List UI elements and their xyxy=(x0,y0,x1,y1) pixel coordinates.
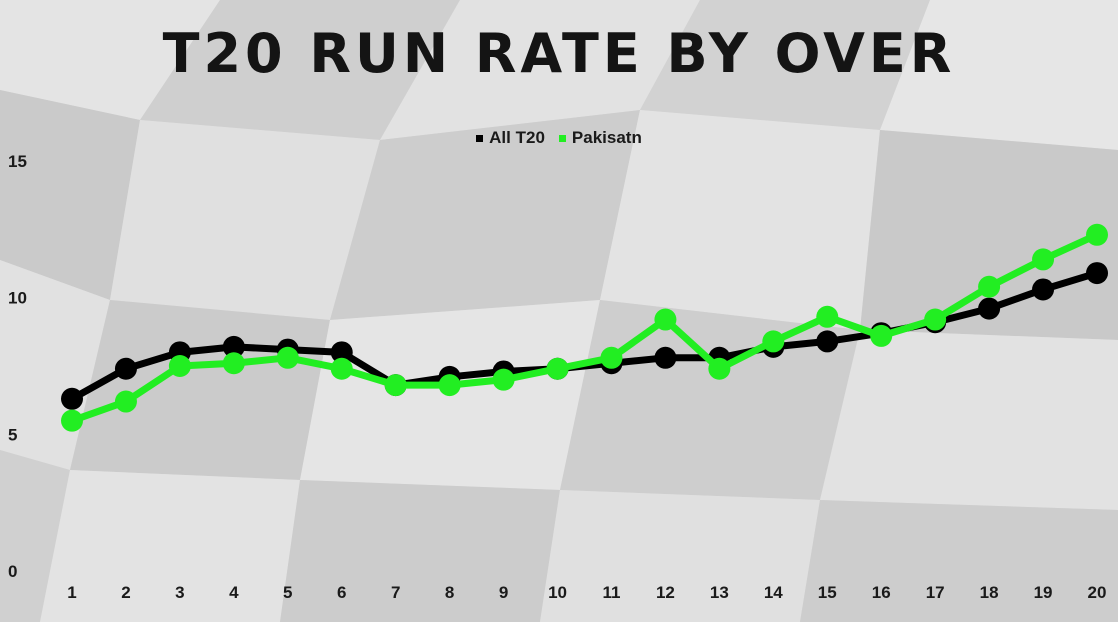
data-point-pakisatn xyxy=(600,346,623,369)
legend-label-pakisatn: Pakisatn xyxy=(571,128,642,147)
data-point-all-t20 xyxy=(654,346,677,369)
data-point-pakisatn xyxy=(762,330,785,353)
data-point-all-t20 xyxy=(816,330,839,353)
x-tick-label: 4 xyxy=(229,583,239,602)
legend-item-pakisatn: Pakisatn xyxy=(558,128,642,148)
data-point-all-t20 xyxy=(330,341,353,364)
x-tick-label: 19 xyxy=(1034,583,1053,602)
data-point-all-t20 xyxy=(978,297,1001,320)
data-point-pakisatn xyxy=(924,308,947,331)
x-tick-label: 18 xyxy=(980,583,999,602)
data-point-pakisatn xyxy=(438,374,461,397)
x-tick-label: 10 xyxy=(548,583,567,602)
data-point-pakisatn xyxy=(870,324,893,347)
legend-swatch-pakisatn xyxy=(558,134,566,142)
series-line-all-t20 xyxy=(68,269,1101,403)
x-tick-label: 1 xyxy=(67,583,76,602)
y-tick-label: 15 xyxy=(8,152,27,171)
x-tick-label: 8 xyxy=(445,583,454,602)
data-point-pakisatn xyxy=(384,374,407,397)
data-point-pakisatn xyxy=(61,409,83,432)
data-point-pakisatn xyxy=(978,275,1001,298)
x-tick-label: 12 xyxy=(656,583,675,602)
x-tick-label: 6 xyxy=(337,583,346,602)
legend: All T20 Pakisatn xyxy=(0,128,1118,148)
y-tick-label: 5 xyxy=(8,425,17,444)
data-point-pakisatn xyxy=(654,308,677,331)
data-point-pakisatn xyxy=(708,357,731,380)
data-point-pakisatn xyxy=(168,355,191,377)
data-point-all-t20 xyxy=(1032,278,1055,301)
data-point-pakisatn xyxy=(1086,223,1108,246)
x-tick-label: 20 xyxy=(1088,583,1107,602)
data-point-pakisatn xyxy=(114,390,137,413)
x-tick-label: 13 xyxy=(710,583,729,602)
chart-title: T20 RUN RATE BY OVER xyxy=(162,22,956,85)
data-point-pakisatn xyxy=(330,357,353,380)
x-tick-label: 17 xyxy=(926,583,945,602)
data-point-all-t20 xyxy=(222,335,245,358)
legend-label-all-t20: All T20 xyxy=(489,128,545,147)
legend-swatch-all-t20 xyxy=(476,134,484,142)
data-point-pakisatn xyxy=(816,305,839,328)
x-tick-label: 7 xyxy=(391,583,400,602)
x-tick-label: 14 xyxy=(764,583,783,602)
data-point-all-t20 xyxy=(114,357,137,380)
x-tick-label: 9 xyxy=(499,583,508,602)
x-tick-label: 11 xyxy=(602,583,620,602)
legend-item-all-t20: All T20 xyxy=(476,128,545,148)
x-tick-label: 3 xyxy=(175,583,184,602)
x-tick-label: 2 xyxy=(121,583,130,602)
x-tick-label: 15 xyxy=(818,583,837,602)
data-point-all-t20 xyxy=(1086,262,1108,285)
data-point-pakisatn xyxy=(276,346,299,369)
data-point-pakisatn xyxy=(492,368,515,391)
data-point-pakisatn xyxy=(546,357,569,380)
data-point-pakisatn xyxy=(1032,248,1055,271)
x-tick-label: 5 xyxy=(283,583,292,602)
y-tick-label: 10 xyxy=(8,289,27,308)
data-point-pakisatn xyxy=(222,352,245,375)
x-tick-label: 16 xyxy=(872,583,891,602)
data-point-all-t20 xyxy=(61,387,83,410)
y-tick-label: 0 xyxy=(8,562,17,581)
